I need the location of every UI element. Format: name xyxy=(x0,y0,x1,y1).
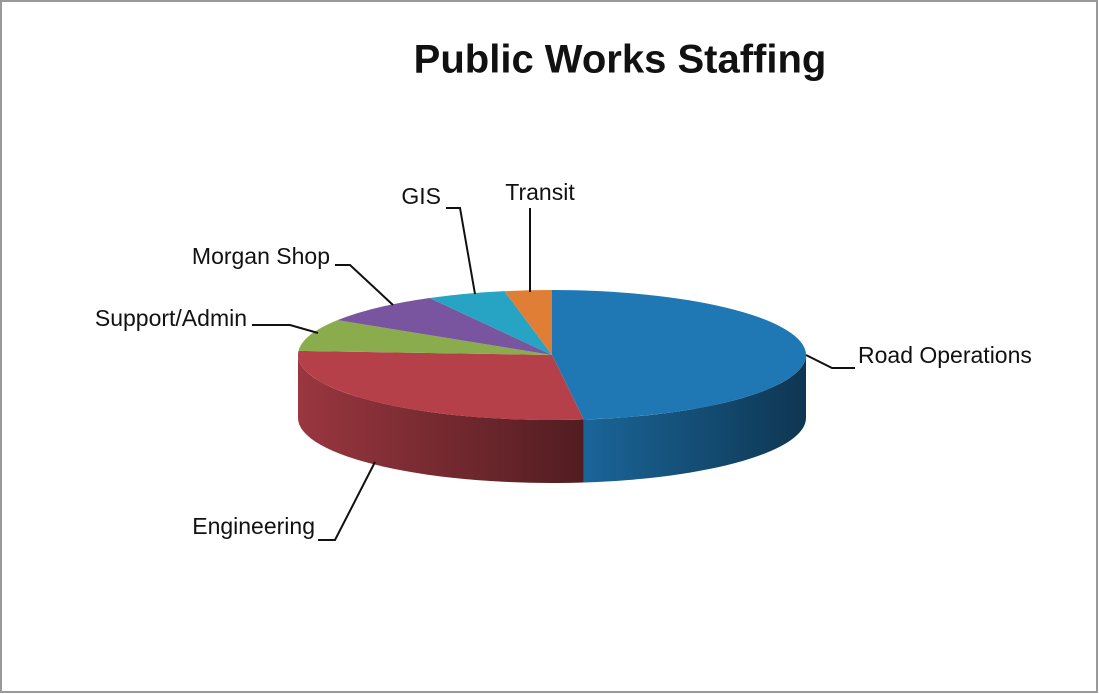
leader-line xyxy=(318,461,376,541)
data-label: Engineering xyxy=(192,513,315,539)
leader-line xyxy=(252,324,319,334)
slice-side xyxy=(583,355,806,483)
data-label: Support/Admin xyxy=(95,305,247,331)
slice xyxy=(552,290,807,420)
leader-line xyxy=(805,354,855,369)
data-label: GIS xyxy=(401,183,441,209)
leader-line xyxy=(446,207,476,295)
slice xyxy=(504,290,552,355)
data-label: Transit xyxy=(505,179,575,205)
leader-line xyxy=(335,264,394,306)
slice xyxy=(298,350,584,420)
slice xyxy=(337,298,552,355)
slice xyxy=(298,320,552,355)
data-label: Morgan Shop xyxy=(192,243,330,269)
slice xyxy=(429,291,552,355)
data-label: Road Operations xyxy=(858,342,1032,368)
slice-side xyxy=(298,355,584,483)
chart-title: Public Works Staffing xyxy=(414,38,827,82)
